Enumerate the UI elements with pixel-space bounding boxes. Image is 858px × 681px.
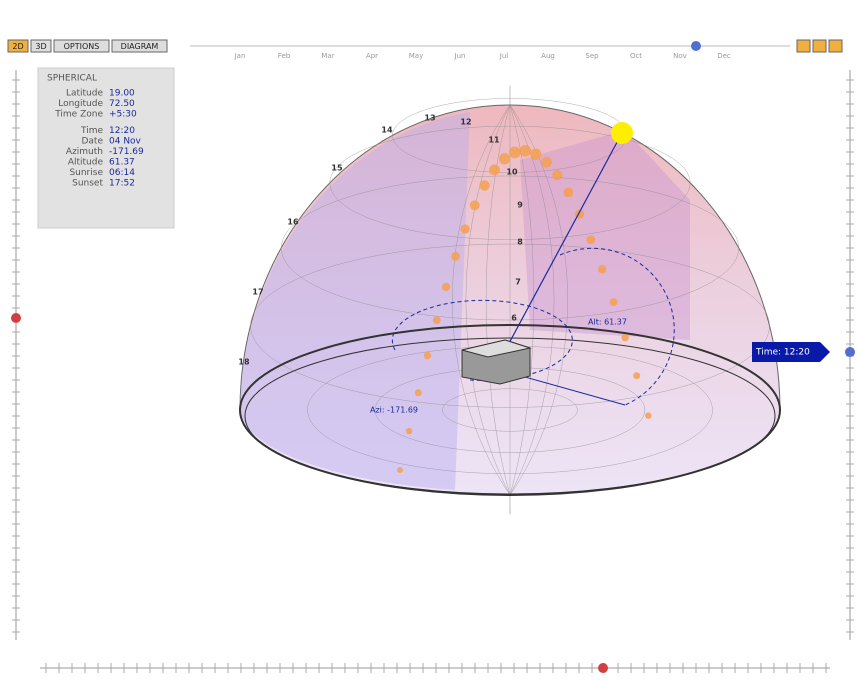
info-label: Latitude (66, 89, 104, 99)
info-value: 72.50 (109, 99, 135, 109)
sun-position (479, 180, 489, 190)
info-value: +5:30 (109, 110, 137, 120)
sun-position (541, 157, 552, 168)
info-panel (38, 68, 174, 228)
azimuth-label: Azi: -171.69 (370, 406, 418, 415)
info-value: 06:14 (109, 168, 135, 178)
sun-position (433, 316, 441, 324)
toolbar-button-label: OPTIONS (64, 42, 100, 51)
hour-label: 7 (515, 278, 521, 287)
sun-position (610, 298, 618, 306)
info-label: Date (81, 137, 103, 147)
sun-position (451, 252, 460, 261)
info-value: 61.37 (109, 158, 135, 168)
toolbar: 2D 3D OPTIONS DIAGRAM Jan Feb Mar Apr May Jun Jul A… (8, 40, 790, 60)
toolbar-button-label: DIAGRAM (121, 42, 159, 51)
sun-position (424, 352, 431, 359)
hour-label: 8 (517, 238, 523, 247)
hour-label: 17 (252, 288, 263, 297)
month-label: Nov (673, 52, 687, 60)
sun-position (552, 170, 562, 180)
sun (611, 122, 633, 144)
info-label: Time (80, 126, 103, 136)
info-label: Time Zone (54, 110, 103, 120)
sun-position (397, 467, 403, 473)
month-label: Mar (321, 52, 334, 60)
toolbar-button-label: 3D (35, 42, 46, 51)
sun-position (519, 145, 531, 157)
sun-position (586, 235, 595, 244)
panel-title: SPHERICAL (47, 74, 97, 84)
month-label: Jan (234, 52, 246, 60)
info-value: 19.00 (109, 89, 135, 99)
info-label: Sunset (72, 179, 103, 189)
month-label: May (409, 52, 423, 60)
sun-position (489, 164, 500, 175)
sun-position (406, 428, 412, 434)
month-label: Jul (499, 52, 509, 60)
hour-label: 13 (424, 114, 435, 123)
sun-position (563, 187, 573, 197)
time-tag: Time: 12:20 (755, 348, 810, 358)
sun-path-app: 18 17 16 15 14 13 12 11 10 9 8 7 6 Alt: 61.37 Azi: -… (0, 0, 858, 677)
info-value: -171.69 (109, 147, 144, 157)
info-label: Azimuth (66, 147, 103, 157)
month-label: Feb (278, 52, 291, 60)
sun-position (442, 283, 450, 291)
hour-label: 6 (511, 314, 517, 323)
altitude-label: Alt: 61.37 (588, 318, 627, 327)
sun-position (415, 389, 422, 396)
slider-knob[interactable] (845, 347, 855, 357)
slider-knob[interactable] (598, 663, 608, 673)
sun-position (499, 153, 510, 164)
month-label: Sep (585, 52, 599, 60)
hour-label: 18 (238, 358, 250, 367)
sun-position (598, 265, 606, 273)
sun-position (530, 148, 541, 159)
info-label: Longitude (58, 99, 103, 109)
info-value: 17:52 (109, 179, 135, 189)
sun-position (621, 334, 628, 341)
info-value: 12:20 (109, 126, 135, 136)
hour-label: 16 (287, 218, 299, 227)
info-value: 04 Nov (109, 137, 142, 147)
info-label: Altitude (68, 158, 104, 168)
month-label: Dec (717, 52, 731, 60)
sun-position (633, 372, 640, 379)
tool-icon[interactable] (829, 40, 842, 52)
sun-position (470, 200, 480, 210)
hour-label: 9 (517, 201, 523, 210)
date-knob[interactable] (691, 41, 701, 51)
sun-position (460, 224, 469, 233)
hour-label: 15 (331, 164, 343, 173)
hour-label: 10 (506, 168, 518, 177)
sun-position (509, 147, 521, 159)
tool-icon[interactable] (797, 40, 810, 52)
slider-knob[interactable] (11, 313, 21, 323)
toolbar-button-label: 2D (12, 42, 23, 51)
month-label: Apr (366, 52, 378, 60)
hour-label: 12 (460, 118, 471, 127)
month-label: Jun (454, 52, 466, 60)
month-label: Oct (630, 52, 642, 60)
month-label: Aug (541, 52, 555, 60)
tool-icon[interactable] (813, 40, 826, 52)
hour-label: 11 (488, 136, 500, 145)
hour-label: 14 (381, 126, 393, 135)
info-label: Sunrise (69, 168, 103, 178)
sun-position (645, 412, 651, 418)
